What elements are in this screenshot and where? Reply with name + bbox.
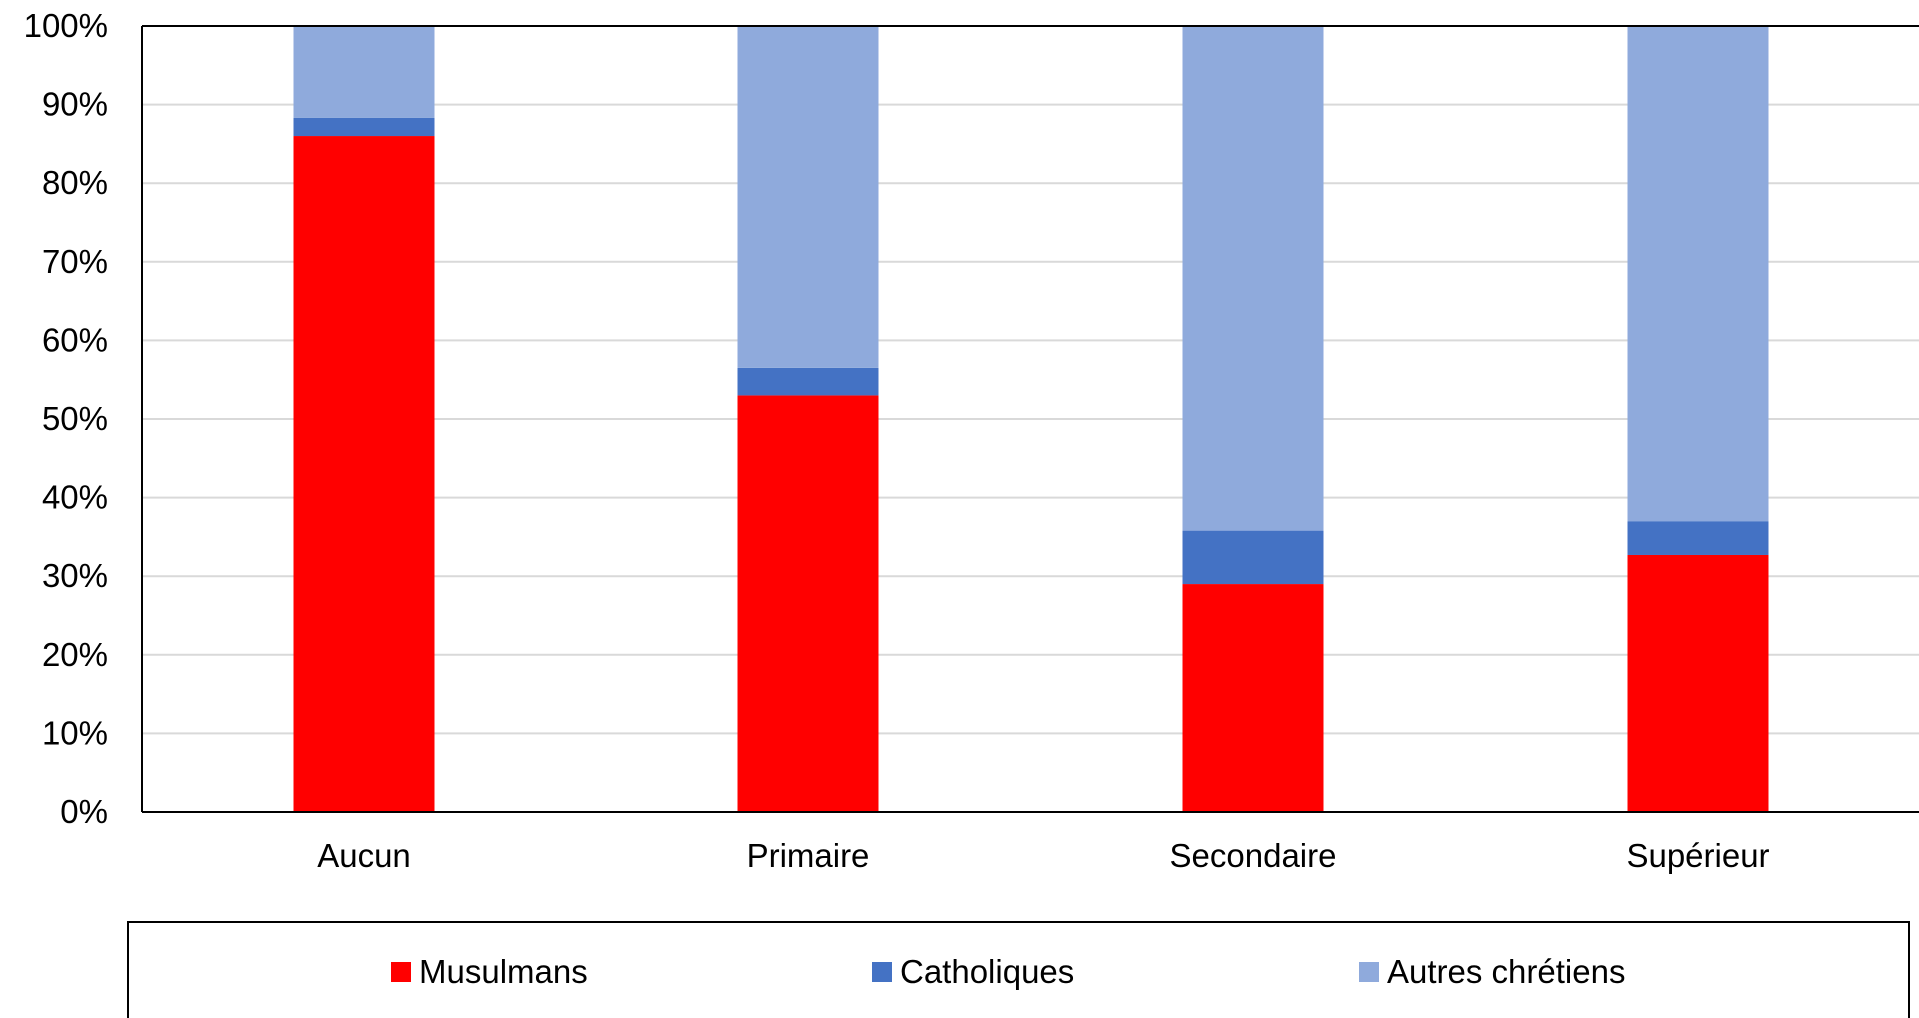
y-tick-label: 40% — [42, 479, 108, 516]
bar-catholiques-3 — [1627, 521, 1769, 555]
bars — [293, 26, 1769, 813]
legend-swatch — [872, 962, 892, 982]
x-tick-label: Supérieur — [1626, 837, 1769, 874]
bar-musulmans-1 — [737, 395, 879, 812]
legend-label: Autres chrétiens — [1387, 953, 1625, 990]
legend-swatch — [1359, 962, 1379, 982]
y-tick-label: 10% — [42, 714, 108, 751]
bar-musulmans-3 — [1627, 554, 1769, 812]
x-tick-label: Aucun — [317, 837, 411, 874]
y-tick-label: 20% — [42, 636, 108, 673]
x-tick-label: Primaire — [747, 837, 870, 874]
legend-swatch — [391, 962, 411, 982]
x-axis-ticks: Aucun Primaire Secondaire Supérieur — [317, 837, 1769, 874]
y-tick-label: 100% — [24, 7, 108, 44]
y-tick-label: 50% — [42, 400, 108, 437]
y-tick-label: 90% — [42, 86, 108, 123]
legend-label: Catholiques — [900, 953, 1074, 990]
bar-catholiques-2 — [1182, 530, 1324, 585]
bar-catholiques-1 — [737, 367, 879, 396]
axes — [141, 25, 1919, 813]
bar-autres-chr-tiens-2 — [1182, 26, 1324, 531]
gridlines — [142, 103, 1919, 735]
bar-autres-chr-tiens-0 — [293, 26, 435, 118]
bar-musulmans-0 — [293, 136, 435, 813]
x-tick-label: Secondaire — [1170, 837, 1337, 874]
bar-catholiques-0 — [293, 117, 435, 137]
bar-autres-chr-tiens-1 — [737, 26, 879, 368]
legend-box — [127, 921, 1910, 1018]
bar-musulmans-2 — [1182, 584, 1324, 812]
legend: Musulmans Catholiques Autres chrétiens — [127, 921, 1910, 1018]
y-tick-label: 70% — [42, 243, 108, 280]
y-tick-label: 80% — [42, 164, 108, 201]
y-tick-label: 0% — [60, 793, 108, 830]
y-tick-label: 60% — [42, 321, 108, 358]
bar-autres-chr-tiens-3 — [1627, 26, 1769, 522]
y-tick-label: 30% — [42, 557, 108, 594]
y-axis-ticks: 0% 10% 20% 30% 40% 50% 60% 70% 80% 90% 100% — [24, 7, 108, 830]
legend-label: Musulmans — [419, 953, 588, 990]
